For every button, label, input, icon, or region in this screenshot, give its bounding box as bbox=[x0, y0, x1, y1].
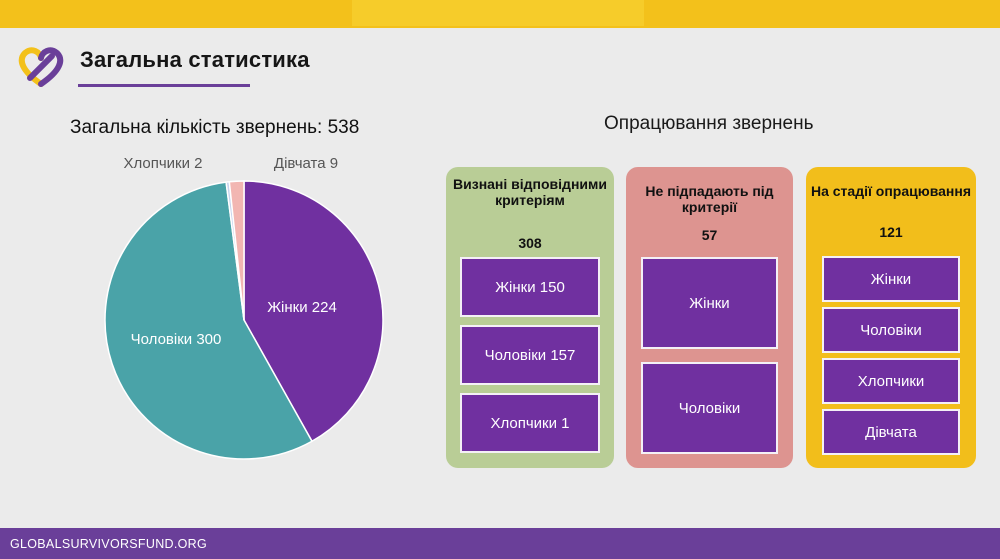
pie-slice-3 bbox=[228, 180, 245, 321]
pie-slice-1 bbox=[104, 181, 313, 460]
pie-chart-title: Загальна кількість звернень: 538 bbox=[70, 117, 360, 138]
footer-url: GLOBALSURVIVORSFUND.ORG bbox=[10, 537, 207, 551]
panel-in-progress-count: 121 bbox=[879, 224, 903, 240]
processing-title: Опрацювання звернень bbox=[604, 113, 814, 134]
item-rejected-men: Чоловіки bbox=[641, 362, 778, 454]
panel-rejected: Не підпадають під критерії 57 Жінки Чоло… bbox=[626, 167, 793, 468]
panel-in-progress-heading: На стадії опрацювання bbox=[810, 183, 971, 199]
item-accepted-men: Чоловіки 157 bbox=[460, 325, 600, 385]
panel-rejected-heading: Не підпадають під критерії bbox=[645, 183, 774, 215]
item-progress-girls: Дівчата bbox=[822, 409, 960, 455]
pie-label-3: Дівчата 9 bbox=[274, 155, 338, 172]
page-title: Загальна статистика bbox=[80, 47, 310, 72]
panel-accepted-count: 308 bbox=[518, 235, 542, 251]
panel-rejected-count: 57 bbox=[701, 227, 718, 243]
item-progress-women: Жінки bbox=[822, 256, 960, 302]
pie-slice-0 bbox=[243, 180, 384, 443]
pie-label-0: Жінки 224 bbox=[267, 299, 337, 316]
item-progress-boys: Хлопчики bbox=[822, 358, 960, 404]
pie-label-1: Чоловіки 300 bbox=[131, 331, 222, 348]
top-bar-inner bbox=[352, 0, 644, 26]
panel-in-progress: На стадії опрацювання 121 Жінки Чоловіки… bbox=[806, 167, 976, 468]
footer: GLOBALSURVIVORSFUND.ORG bbox=[0, 528, 1000, 559]
panel-accepted: Визнані відповідними критеріям 308 Жінки… bbox=[446, 167, 614, 468]
item-rejected-women: Жінки bbox=[641, 257, 778, 349]
item-accepted-women: Жінки 150 bbox=[460, 257, 600, 317]
item-accepted-boys: Хлопчики 1 bbox=[460, 393, 600, 453]
heart-logo-icon bbox=[18, 47, 64, 87]
panel-accepted-heading: Визнані відповідними критеріям bbox=[453, 176, 607, 208]
item-progress-men: Чоловіки bbox=[822, 307, 960, 353]
title-underline bbox=[78, 84, 250, 87]
pie-label-2: Хлопчики 2 bbox=[123, 155, 202, 172]
top-accent-bar bbox=[0, 0, 1000, 28]
